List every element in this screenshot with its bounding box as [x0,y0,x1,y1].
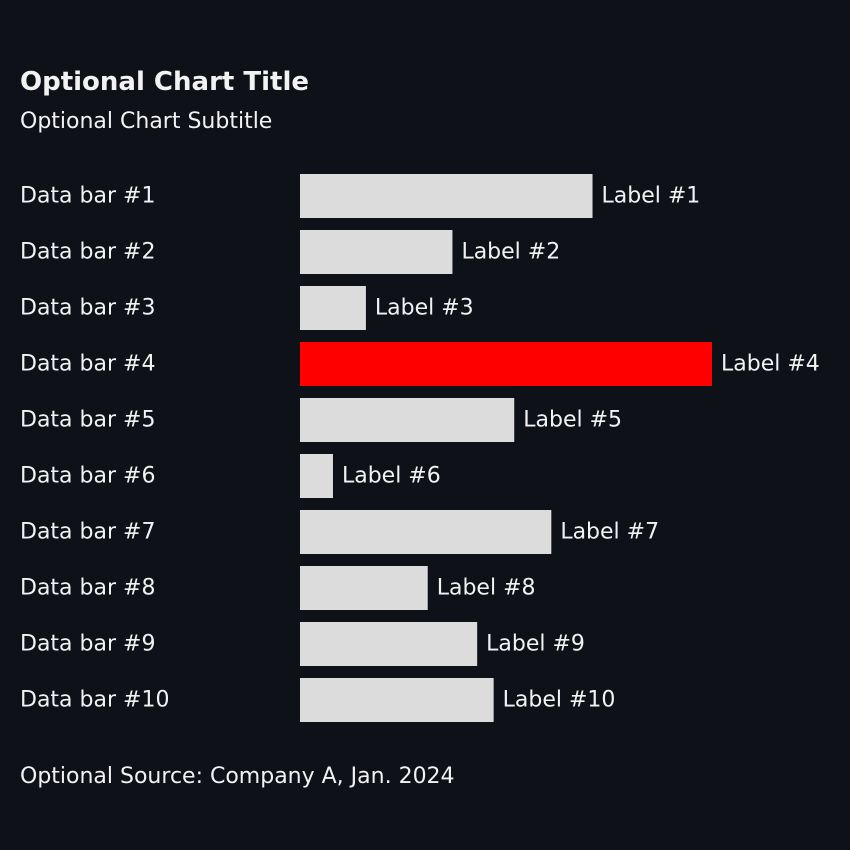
data-label: Label #4 [721,352,820,377]
bar [300,510,551,554]
data-label: Label #10 [503,688,616,713]
chart-source: Optional Source: Company A, Jan. 2024 [20,764,455,789]
bars-group: Data bar #1 Label #1 Data bar #2 Label #2 Da… [20,174,820,722]
category-label: Data bar #4 [20,352,155,377]
data-label: Label #9 [486,632,585,657]
category-label: Data bar #2 [20,240,155,265]
category-label: Data bar #10 [20,688,169,713]
bar [300,566,428,610]
data-label: Label #6 [342,464,441,489]
data-label: Label #2 [461,240,560,265]
data-label: Label #7 [560,520,659,545]
bar [300,286,366,330]
data-label: Label #1 [602,184,701,209]
bar [300,230,452,274]
category-label: Data bar #1 [20,184,155,209]
chart-title: Optional Chart Title [20,67,309,97]
data-label: Label #3 [375,296,474,321]
bar [300,678,494,722]
bar [300,454,333,498]
bar [300,174,593,218]
bar [300,622,477,666]
category-label: Data bar #8 [20,576,155,601]
category-label: Data bar #6 [20,464,155,489]
chart-subtitle: Optional Chart Subtitle [20,109,272,134]
category-label: Data bar #7 [20,520,155,545]
bar [300,398,514,442]
category-label: Data bar #5 [20,408,155,433]
data-label: Label #5 [523,408,622,433]
data-label: Label #8 [437,576,536,601]
category-label: Data bar #3 [20,296,155,321]
bar-highlighted [300,342,712,386]
category-label: Data bar #9 [20,632,155,657]
